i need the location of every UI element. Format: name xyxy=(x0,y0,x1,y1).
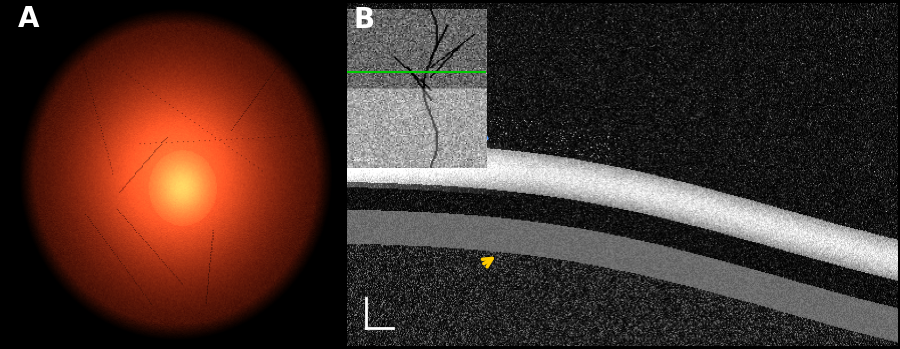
Text: 200 µm: 200 µm xyxy=(354,157,374,162)
Text: A: A xyxy=(18,6,40,34)
Text: B: B xyxy=(354,6,374,34)
